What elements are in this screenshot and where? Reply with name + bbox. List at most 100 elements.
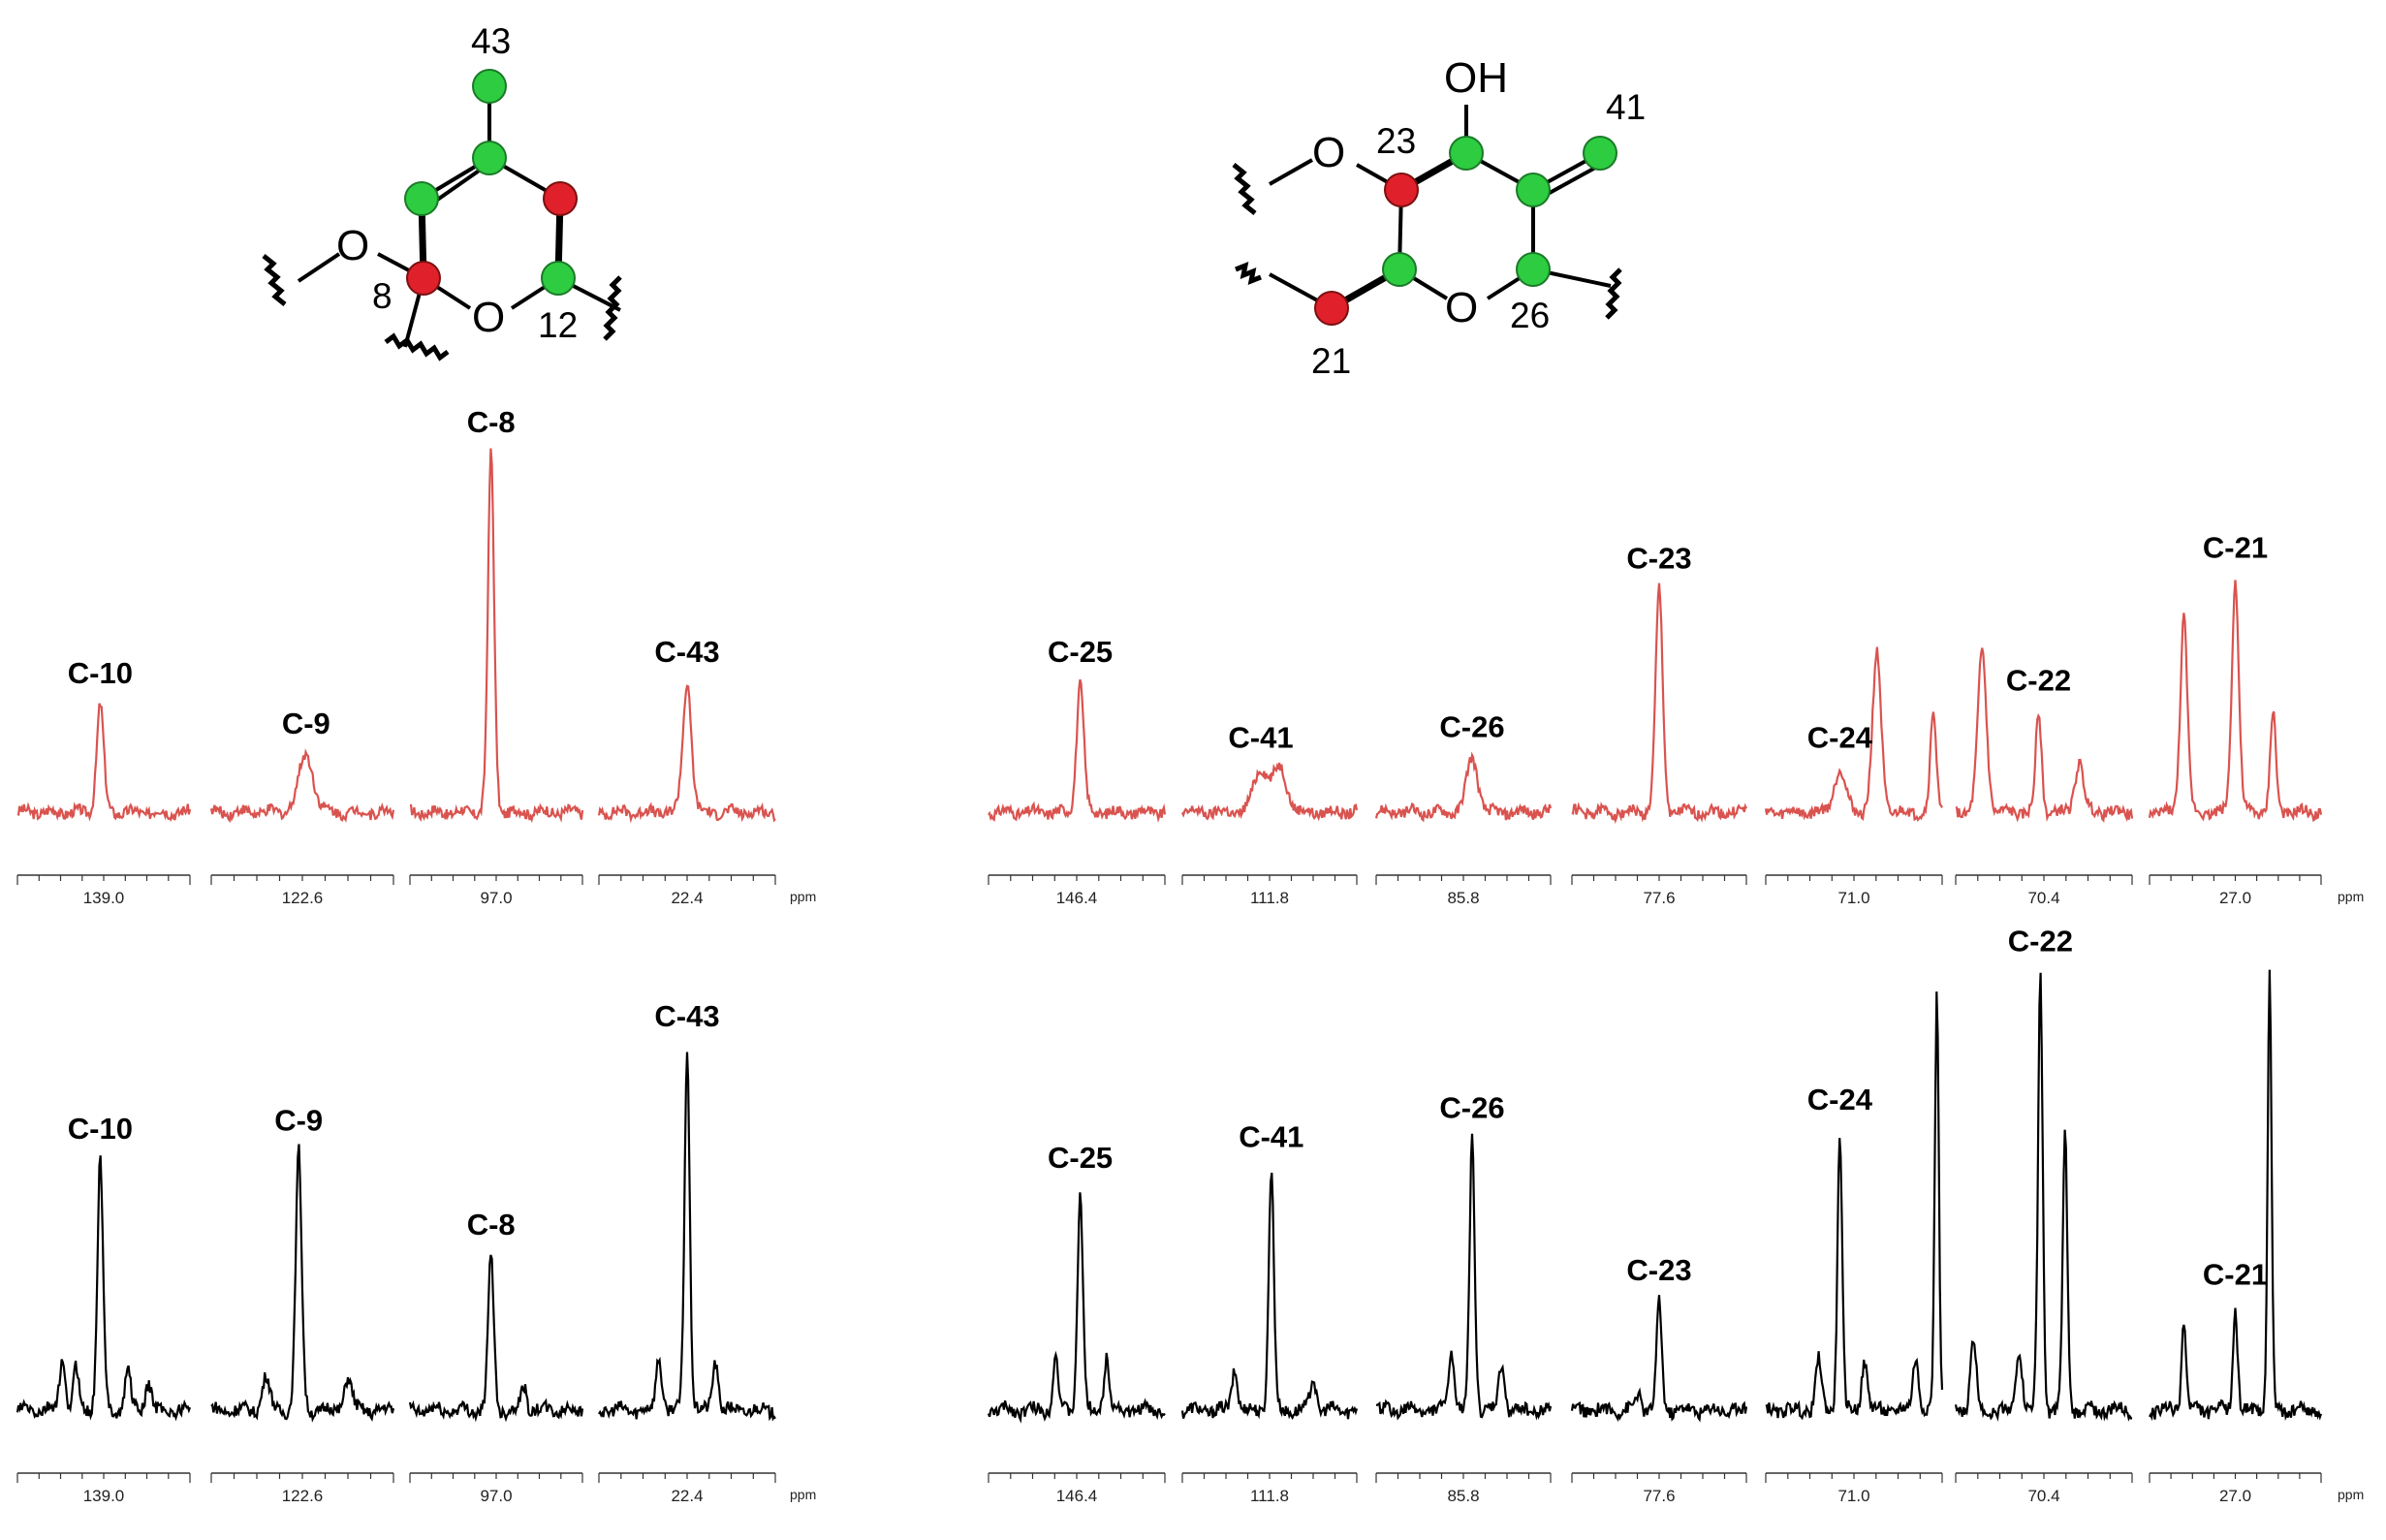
spectrum-trace xyxy=(410,448,584,824)
oxygen-ring: O xyxy=(1445,284,1478,331)
peak-label: C-43 xyxy=(654,999,719,1033)
labeled-carbon xyxy=(404,181,439,216)
peak-label: C-25 xyxy=(1048,1141,1113,1175)
bond xyxy=(297,252,341,283)
spectrum-trace xyxy=(1955,647,2134,823)
spectrum-panel-c-10: C-10 139.0 xyxy=(16,1112,192,1505)
spectrum-trace xyxy=(1571,582,1747,825)
spectrum-panel-c-24: C-24 71.0 xyxy=(1764,646,1943,907)
spectrum-panel-c-9: C-9 122.6 xyxy=(209,707,395,907)
labeled-carbon-41 xyxy=(1583,136,1617,171)
peak-label: C-8 xyxy=(467,405,516,439)
tick-label: 27.0 xyxy=(2219,1487,2251,1505)
peak-label: C-10 xyxy=(68,656,133,690)
wavy-bond xyxy=(1232,163,1257,215)
spectrum-panel-c-21: C-21 27.0 xyxy=(2149,969,2323,1505)
bond xyxy=(1269,158,1313,186)
spectrum-trace xyxy=(210,1144,395,1423)
spectrum-panel-c-25: C-25 146.4 xyxy=(988,635,1167,907)
labeled-carbon-43 xyxy=(472,69,507,104)
labeled-carbon xyxy=(1516,173,1551,207)
spectrum-panel-c-8: C-8 97.0 xyxy=(409,405,584,907)
atom-label-41: 41 xyxy=(1606,87,1646,127)
spectrum-panel-c-22: C-22 70.4 xyxy=(1955,647,2134,907)
tick-label: 70.4 xyxy=(2027,889,2059,907)
spectrum-trace xyxy=(1570,1295,1748,1423)
tick-label: 97.0 xyxy=(480,889,512,907)
tick-label: 22.4 xyxy=(671,889,703,907)
spectrum-panel-c-24: C-24 71.0 xyxy=(1765,991,1944,1505)
unit-label: ppm xyxy=(790,1487,816,1502)
spectrum-panel-c-41: C-41 111.8 xyxy=(1180,721,1359,907)
wavy-bond xyxy=(1235,261,1262,286)
atom-label-21: 21 xyxy=(1311,341,1351,381)
peak-label: C-21 xyxy=(2203,1258,2268,1292)
oxygen-side: O xyxy=(1312,129,1345,176)
spectrum-panel-c-23: C-23 77.6 xyxy=(1571,542,1747,907)
labeled-carbon-26 xyxy=(1516,252,1551,287)
wavy-bond xyxy=(262,254,287,306)
tick-label: 146.4 xyxy=(1056,1487,1098,1505)
spectrum-trace xyxy=(597,684,776,824)
wavy-bond xyxy=(1605,267,1622,320)
spectrum-trace xyxy=(1374,751,1553,823)
spectrum-trace xyxy=(598,1052,776,1422)
labeled-carbon-12 xyxy=(541,261,576,296)
tick-label: 71.0 xyxy=(1837,1487,1869,1505)
peak-label: C-23 xyxy=(1626,542,1691,576)
tick-label: 122.6 xyxy=(282,1487,324,1505)
selected-carbon-21 xyxy=(1314,291,1349,326)
spectrum-trace xyxy=(1375,1133,1553,1421)
peak-label: C-10 xyxy=(68,1112,133,1146)
spectrum-trace xyxy=(1180,762,1359,822)
spectrum-trace xyxy=(16,1155,192,1422)
unit-label: ppm xyxy=(2338,889,2364,904)
peak-label: C-9 xyxy=(274,1103,323,1137)
tick-label: 122.6 xyxy=(282,889,324,907)
tick-label: 139.0 xyxy=(83,1487,125,1505)
spectra-area: C-10 139.0 C-9 122.6 C-8 97.0 C-43 22.4 C-25 146.… xyxy=(16,405,2364,1505)
peak-label: C-41 xyxy=(1228,721,1293,755)
spectrum-panel-c-25: C-25 146.4 xyxy=(987,1141,1166,1505)
tick-label: 70.4 xyxy=(2027,1487,2059,1505)
spectrum-panel-c-8: C-8 97.0 xyxy=(408,1208,584,1505)
spectrum-panel-c-26: C-26 85.8 xyxy=(1374,710,1553,907)
spectrum-trace xyxy=(1180,1172,1359,1421)
spectrum-trace xyxy=(1764,646,1943,822)
oxygen-ring: O xyxy=(472,294,505,341)
spectrum-trace xyxy=(987,1192,1166,1424)
peak-label: C-25 xyxy=(1048,635,1113,669)
peak-label: C-43 xyxy=(654,635,719,669)
peak-label: C-24 xyxy=(1807,1083,1873,1116)
spectrum-trace xyxy=(16,703,192,822)
spectrum-panel-c-26: C-26 85.8 xyxy=(1375,1091,1553,1505)
peak-label: C-23 xyxy=(1626,1253,1691,1287)
spectrum-trace xyxy=(209,748,395,824)
spectrum-trace xyxy=(408,1254,584,1423)
top-row-spectra: C-10 139.0 C-9 122.6 C-8 97.0 C-43 22.4 C-25 146.… xyxy=(16,405,2364,907)
spectrum-trace xyxy=(1765,991,1944,1421)
atom-label-8: 8 xyxy=(372,276,392,316)
tick-label: 146.4 xyxy=(1056,889,1098,907)
peak-label: C-21 xyxy=(2203,531,2268,565)
labeled-carbon xyxy=(1382,252,1417,287)
spectrum-trace xyxy=(2148,580,2323,823)
wavy-bond xyxy=(603,275,622,341)
spectrum-trace xyxy=(2149,969,2323,1422)
selected-carbon-23 xyxy=(1384,173,1419,207)
atom-label-12: 12 xyxy=(538,305,578,345)
labeled-carbon xyxy=(1449,136,1484,171)
spectrum-panel-c-41: C-41 111.8 xyxy=(1180,1120,1359,1505)
peak-label: C-41 xyxy=(1239,1120,1303,1154)
oxygen-side: O xyxy=(336,222,369,269)
tick-label: 97.0 xyxy=(480,1487,512,1505)
peak-label: C-26 xyxy=(1439,710,1504,744)
spectrum-panel-c-21: C-21 27.0 xyxy=(2148,531,2323,907)
peak-label: C-22 xyxy=(2006,663,2071,697)
tick-label: 77.6 xyxy=(1643,889,1675,907)
atom-label-26: 26 xyxy=(1510,296,1550,335)
spectrum-panel-c-43: C-43 22.4 xyxy=(598,999,776,1505)
peak-label: C-9 xyxy=(282,707,330,740)
tick-label: 139.0 xyxy=(83,889,125,907)
